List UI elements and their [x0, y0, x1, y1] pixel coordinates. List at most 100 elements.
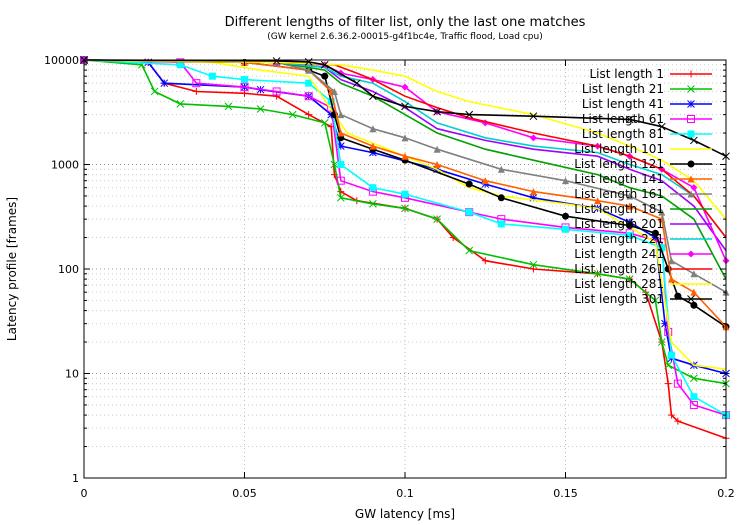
data-point — [626, 231, 634, 239]
legend-item: List length 241 — [574, 247, 712, 261]
data-point — [465, 246, 474, 255]
data-point — [690, 270, 698, 278]
legend-label: List length 201 — [574, 217, 664, 231]
data-point — [401, 83, 409, 91]
data-point — [674, 292, 682, 300]
y-tick-label: 100 — [58, 263, 79, 276]
legend-label: List length 221 — [574, 232, 664, 246]
data-point — [594, 197, 602, 205]
x-tick-label: 0 — [81, 487, 88, 500]
data-point — [651, 229, 659, 237]
data-point — [330, 87, 338, 95]
data-point — [690, 301, 698, 309]
series-lines — [80, 56, 730, 442]
legend-item: List length 121 — [574, 157, 712, 171]
data-point — [674, 417, 682, 425]
data-point — [667, 257, 675, 265]
data-point — [481, 177, 489, 185]
data-point — [651, 296, 660, 305]
legend-label: List length 281 — [574, 277, 664, 291]
data-point — [465, 110, 474, 119]
x-axis-label: GW latency [ms] — [355, 507, 455, 521]
data-point — [240, 83, 249, 92]
data-point — [337, 111, 345, 119]
data-point — [337, 161, 345, 168]
data-point — [305, 111, 313, 119]
data-point — [433, 107, 441, 116]
data-point — [369, 200, 377, 208]
data-point — [667, 411, 675, 419]
data-point — [658, 208, 666, 216]
legend-item: List length 201 — [574, 217, 712, 231]
legend-label: List length 21 — [582, 82, 664, 96]
data-point — [369, 125, 377, 133]
data-point — [321, 72, 329, 80]
data-point — [497, 194, 505, 202]
series-line — [83, 59, 727, 416]
legend-label: List length 141 — [574, 172, 664, 186]
legend-marker — [687, 85, 695, 93]
x-tick-label: 0.15 — [553, 487, 578, 500]
data-point — [481, 257, 489, 265]
data-point — [658, 244, 666, 252]
data-point — [241, 76, 248, 84]
legend-label: List length 41 — [582, 97, 664, 111]
data-point — [690, 374, 698, 383]
data-point — [401, 134, 409, 142]
data-point — [657, 338, 666, 346]
data-point — [433, 215, 441, 223]
data-point — [664, 380, 672, 388]
data-point — [433, 145, 441, 153]
series-line — [83, 59, 727, 157]
legend-item: List length 161 — [574, 187, 712, 201]
y-axis-label: Latency profile [frames] — [5, 197, 19, 341]
data-point — [401, 152, 409, 160]
legend-label: List length 241 — [574, 247, 664, 261]
data-point — [626, 202, 634, 210]
data-point — [305, 66, 313, 74]
chart-subtitle: (GW kernel 2.6.36.2-00015-g4f1bc4e, Traf… — [267, 32, 542, 42]
series-line — [83, 59, 727, 328]
data-point — [176, 61, 184, 69]
legend-item: List length 181 — [574, 202, 712, 216]
data-point — [529, 265, 537, 273]
series-15 — [83, 59, 727, 220]
legend-marker — [687, 70, 695, 78]
data-point — [272, 87, 281, 96]
legend-label: List length 101 — [574, 142, 664, 156]
series-10 — [83, 59, 727, 280]
data-point — [224, 102, 233, 111]
data-point — [690, 393, 698, 401]
data-point — [337, 129, 345, 137]
data-point — [256, 105, 265, 113]
legend-item: List length 81 — [582, 127, 712, 141]
data-point — [657, 122, 666, 131]
legend-item: List length 141 — [574, 172, 712, 186]
series-line — [83, 59, 727, 280]
data-point — [690, 288, 698, 296]
chart-title: Different lengths of filter list, only t… — [225, 15, 586, 30]
data-point — [369, 184, 377, 192]
data-point — [689, 400, 698, 409]
data-point — [401, 102, 409, 111]
y-tick-label: 10000 — [44, 54, 79, 67]
legend-label: List length 1 — [590, 67, 665, 81]
y-tick-label: 1000 — [51, 159, 79, 172]
x-tick-label: 0.1 — [396, 487, 414, 500]
data-point — [562, 225, 569, 233]
legend-marker — [687, 295, 695, 303]
data-point — [305, 79, 313, 87]
data-point — [176, 100, 185, 108]
data-point — [593, 269, 602, 278]
data-point — [304, 92, 313, 101]
data-point — [369, 92, 377, 101]
data-point — [625, 275, 634, 283]
data-point — [667, 275, 675, 283]
legend-item: List length 301 — [574, 292, 712, 306]
data-point — [336, 193, 345, 202]
legend-item: List length 1 — [590, 67, 712, 81]
data-point — [150, 87, 159, 96]
data-point — [433, 161, 441, 168]
data-point — [320, 60, 329, 69]
